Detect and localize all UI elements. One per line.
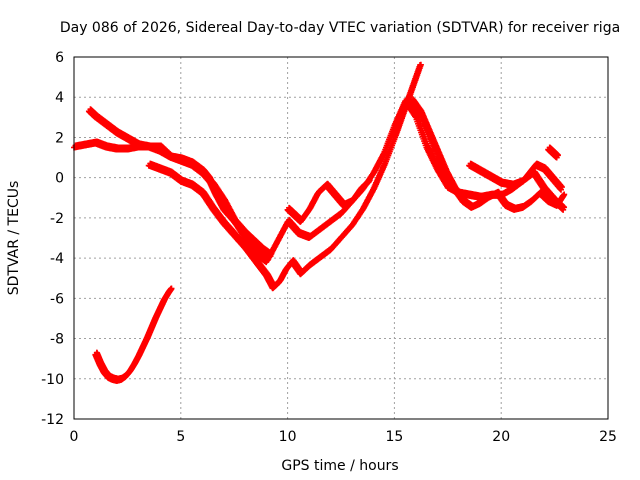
y-axis-label: SDTVAR / TECUs xyxy=(6,181,22,296)
x-tick-label: 15 xyxy=(385,429,403,445)
y-tick-label: 6 xyxy=(55,50,64,66)
x-axis-label: GPS time / hours xyxy=(281,458,398,474)
y-tick-label: 2 xyxy=(55,130,64,146)
data-point xyxy=(560,206,567,213)
y-tick-label: 4 xyxy=(55,90,64,106)
y-tick-label: -2 xyxy=(50,211,64,227)
data-points xyxy=(71,61,568,384)
y-tick-label: -4 xyxy=(50,251,64,267)
grid xyxy=(74,57,608,419)
x-tick-label: 20 xyxy=(492,429,510,445)
x-tick-label: 10 xyxy=(279,429,297,445)
x-tick-label: 5 xyxy=(176,429,185,445)
x-tick-label: 0 xyxy=(70,429,79,445)
data-point xyxy=(417,62,424,69)
data-point xyxy=(267,253,274,260)
data-point xyxy=(558,186,565,193)
y-tick-label: -12 xyxy=(41,412,64,428)
y-tick-label: -8 xyxy=(50,332,64,348)
x-tick-label: 25 xyxy=(599,429,617,445)
data-point xyxy=(365,178,372,185)
plot-frame xyxy=(73,56,609,420)
data-point xyxy=(167,287,174,294)
chart-title: Day 086 of 2026, Sidereal Day-to-day VTE… xyxy=(60,20,620,36)
data-point xyxy=(553,154,560,161)
y-tick-label: -6 xyxy=(50,291,64,307)
y-axis-ticks: -12 -10 -8 -6 -4 -2 0 2 4 6 xyxy=(41,50,64,428)
y-tick-label: 0 xyxy=(55,171,64,187)
data-point xyxy=(560,192,567,199)
y-tick-label: -10 xyxy=(41,372,64,388)
x-axis-ticks: 0 5 10 15 20 25 xyxy=(70,429,617,445)
